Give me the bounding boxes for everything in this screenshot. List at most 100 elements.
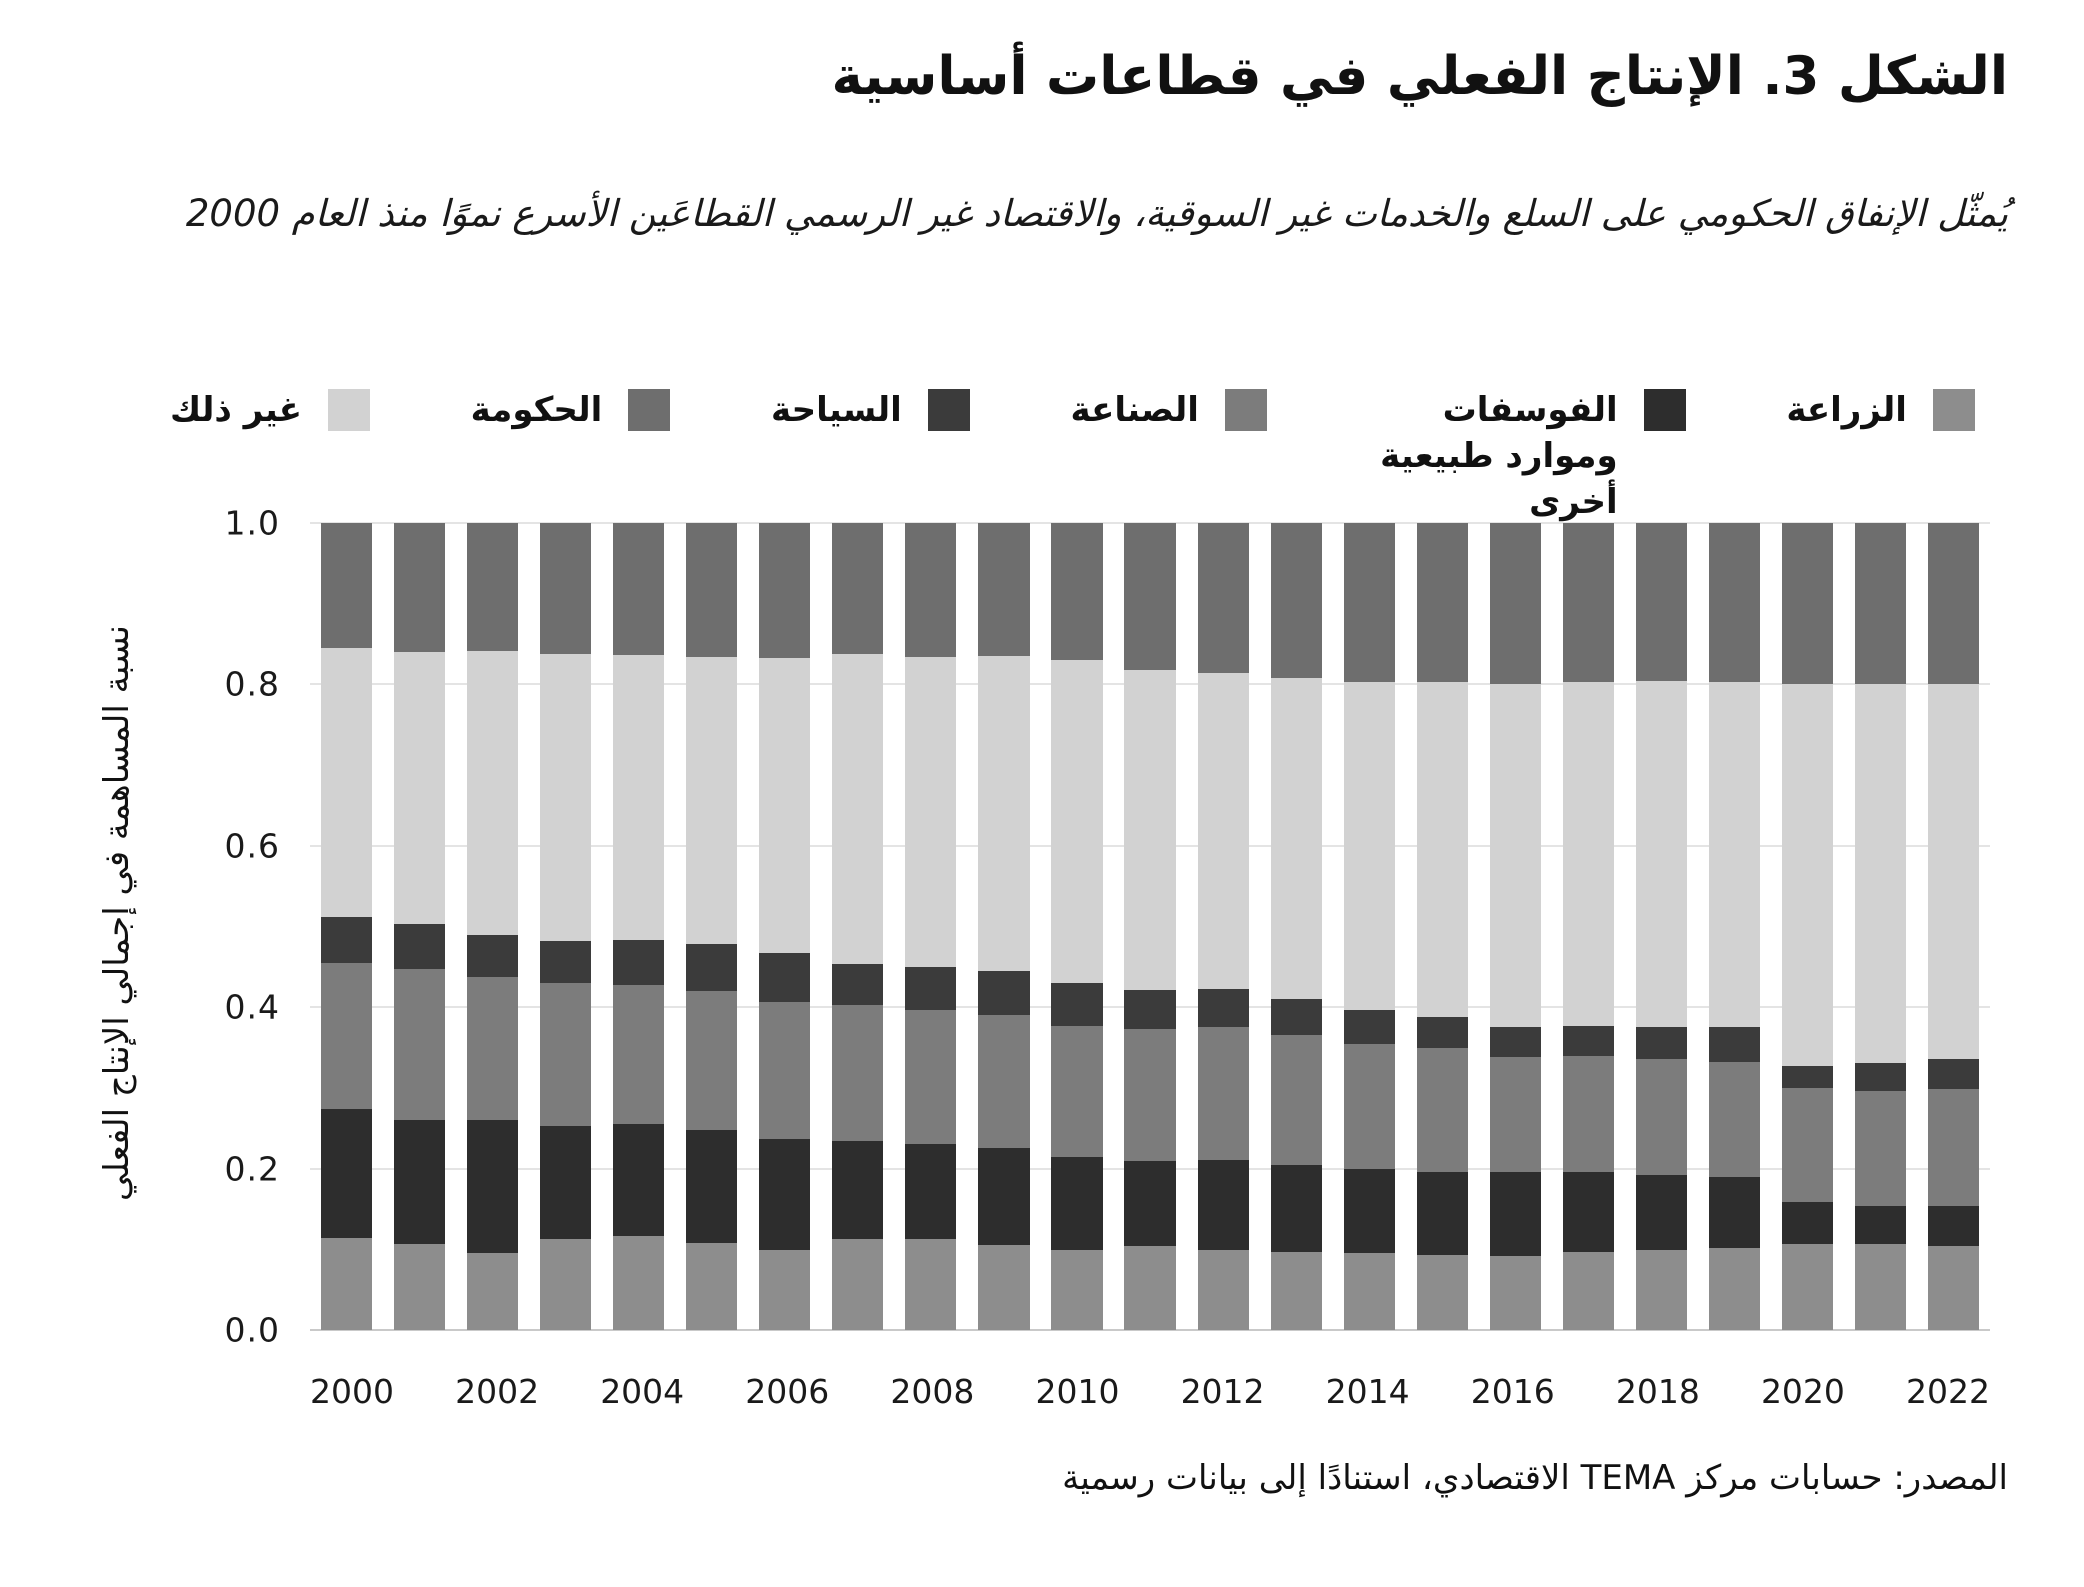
x-tick-label-2016: 2016 [1470,1372,1555,1411]
segment-other-2021 [1854,684,1907,1063]
segment-phosphates-2012 [1197,1159,1249,1251]
x-tick-empty-2001 [394,1372,455,1411]
segment-tourism-2021 [1854,1062,1907,1092]
bar-2008 [905,523,957,1330]
bar-slot-2011 [1114,523,1187,1330]
x-tick-empty-2015 [1410,1372,1471,1411]
segment-tourism-2003 [540,941,592,983]
bar-2012 [1197,523,1249,1330]
segment-agriculture-2014 [1343,1253,1395,1330]
segment-government-2012 [1197,523,1249,674]
segment-industry-2002 [467,976,519,1121]
segment-other-2018 [1635,681,1687,1027]
bar-2011 [1124,523,1176,1330]
bar-2003 [540,523,592,1330]
legend-label-government: الحكومة [470,390,603,430]
segment-other-2008 [905,656,957,967]
y-tick-label-0.2: 0.2 [224,1149,280,1189]
segment-other-2005 [686,656,738,945]
segment-government-2019 [1708,523,1760,682]
segment-tourism-2020 [1781,1066,1834,1088]
segment-tourism-2004 [613,940,665,985]
bar-slot-2015 [1406,523,1479,1330]
segment-agriculture-2022 [1927,1246,1980,1330]
segment-phosphates-2013 [1270,1164,1322,1252]
segment-tourism-2015 [1416,1016,1468,1049]
segment-tourism-2009 [978,970,1030,1016]
x-tick-empty-2021 [1845,1372,1906,1411]
segment-industry-2009 [978,1015,1030,1149]
segment-agriculture-2010 [1051,1250,1103,1330]
segment-industry-2017 [1562,1056,1614,1172]
bar-slot-2018 [1625,523,1698,1330]
x-tick-label-2008: 2008 [890,1372,975,1411]
segment-phosphates-2008 [905,1144,957,1239]
x-tick-label-2000: 2000 [310,1372,394,1411]
legend-label-other: غير ذلك [170,390,302,430]
segment-industry-2012 [1197,1027,1249,1160]
bar-2006 [759,523,811,1330]
segment-industry-2016 [1489,1057,1541,1172]
legend-swatch-phosphates [1643,389,1686,431]
x-tick-label-2018: 2018 [1615,1372,1700,1411]
bar-2009 [978,523,1030,1330]
x-tick-empty-2003 [539,1372,600,1411]
segment-tourism-2010 [1051,982,1103,1026]
segment-government-2022 [1927,523,1980,685]
segment-agriculture-2008 [905,1238,957,1330]
segment-other-2012 [1197,673,1249,989]
legend-label-tourism: السياحة [771,390,902,430]
segment-agriculture-2016 [1489,1255,1541,1330]
segment-industry-2021 [1854,1091,1907,1206]
segment-phosphates-2021 [1854,1205,1907,1245]
gridline-0 [310,1329,1990,1331]
segment-other-2022 [1927,684,1980,1059]
segment-government-2009 [978,523,1030,657]
bar-2015 [1416,523,1468,1330]
segment-agriculture-2013 [1270,1251,1322,1330]
segment-industry-2006 [759,1001,811,1139]
segment-agriculture-2007 [832,1238,884,1330]
segment-industry-2011 [1124,1028,1176,1162]
segment-phosphates-2022 [1927,1206,1980,1247]
segment-government-2007 [832,523,884,654]
segment-industry-2014 [1343,1044,1395,1170]
segment-other-2013 [1270,677,1322,1000]
plot-area [310,522,1990,1331]
x-tick-label-2010: 2010 [1035,1372,1120,1411]
legend-item-phosphates: الفوسفات وموارد طبيعية أخرى [1368,388,1686,526]
segment-industry-2020 [1781,1087,1834,1203]
segment-tourism-2014 [1343,1010,1395,1045]
bar-slot-2004 [602,523,675,1330]
segment-agriculture-2003 [540,1238,592,1330]
segment-other-2009 [978,656,1030,971]
segment-phosphates-2020 [1781,1202,1834,1244]
bar-slot-2006 [748,523,821,1330]
bar-2016 [1489,523,1541,1330]
segment-other-2011 [1124,669,1176,991]
bar-2020 [1781,523,1834,1330]
segment-industry-2008 [905,1010,957,1145]
bar-2013 [1270,523,1322,1330]
bar-2000 [320,523,373,1330]
bar-2007 [832,523,884,1330]
segment-phosphates-2009 [978,1148,1030,1246]
segment-government-2008 [905,523,957,657]
segment-tourism-2007 [832,964,884,1005]
bar-2018 [1635,523,1687,1330]
y-tick-label-0.4: 0.4 [224,987,280,1027]
segment-tourism-2017 [1562,1025,1614,1057]
legend-swatch-government [628,389,671,431]
segment-industry-2018 [1635,1058,1687,1176]
segment-agriculture-2017 [1562,1251,1614,1330]
segment-agriculture-2020 [1781,1243,1834,1330]
figure-subtitle: يُمثّل الإنفاق الحكومي على السلع والخدما… [185,192,2008,235]
segment-tourism-2018 [1635,1026,1687,1059]
segment-agriculture-2001 [394,1243,446,1330]
segment-phosphates-2014 [1343,1169,1395,1254]
segment-phosphates-2011 [1124,1161,1176,1247]
x-tick-label-2012: 2012 [1180,1372,1265,1411]
legend-swatch-agriculture [1932,389,1975,431]
bar-slot-2022 [1917,523,1990,1330]
segment-other-2019 [1708,681,1760,1027]
